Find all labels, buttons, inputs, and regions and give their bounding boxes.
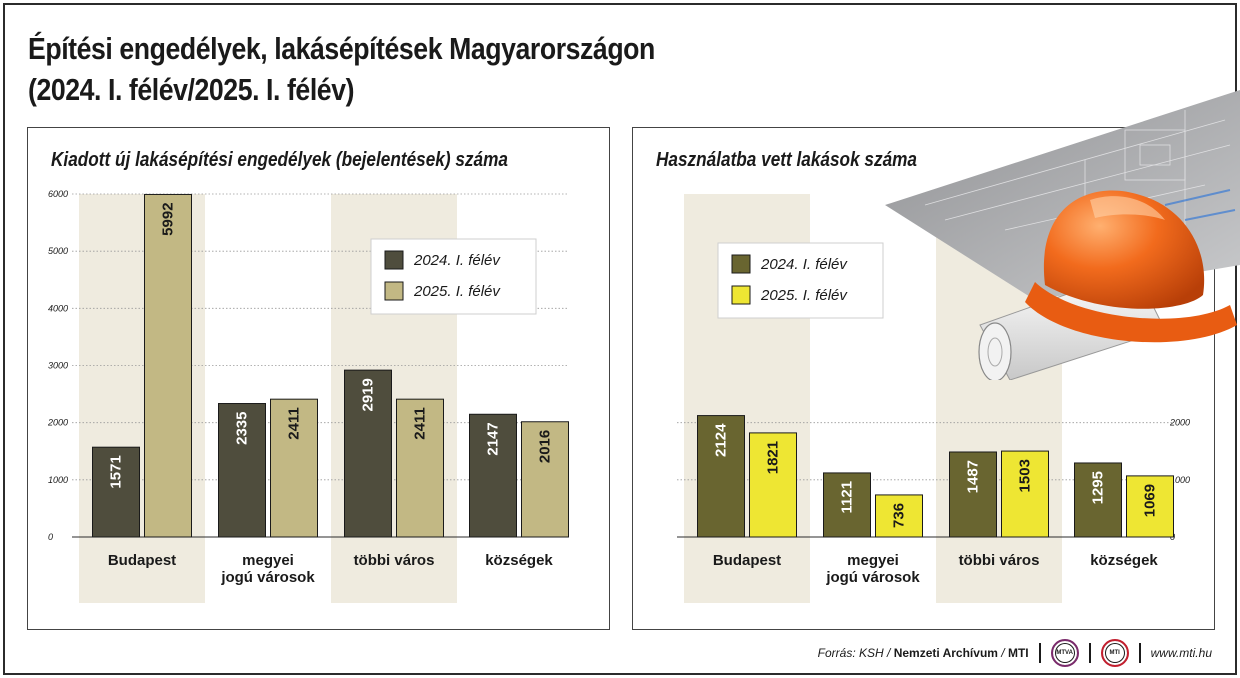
bar [396, 398, 444, 538]
y-tick-label: 3000 [48, 361, 68, 371]
hard-hat-icon [1025, 190, 1237, 343]
legend-label: 2025. I. félév [413, 283, 501, 300]
bar [218, 403, 266, 538]
frame [3, 3, 1237, 675]
bar [1001, 450, 1049, 538]
data-label: 2335 [234, 412, 251, 445]
legend: 2024. I. félév 2025. I. félév [717, 242, 884, 319]
data-label: 1821 [765, 441, 782, 474]
legend: 2024. I. félév 2025. I. félév [370, 238, 537, 315]
bar [521, 421, 569, 538]
bar [875, 494, 923, 538]
y-tick-label: 5000 [48, 246, 68, 256]
permits-panel: 0 1000 2000 3000 4000 5000 6000 1571 2335 2919 214… [27, 127, 610, 630]
category-label: megyei jogú városok [825, 552, 920, 586]
y-tick-label: 1000 [1170, 475, 1190, 485]
category-label: megyei jogú városok [220, 552, 315, 586]
bar [469, 413, 517, 538]
bar [92, 446, 140, 538]
data-label: 1571 [108, 455, 125, 488]
bar [1074, 462, 1122, 538]
data-label: 2411 [412, 407, 429, 440]
bar [1126, 475, 1174, 538]
bar [823, 472, 871, 538]
legend-label: 2024. I. félév [413, 252, 501, 269]
completions-chart: 0100020002124112114871295182173615031069… [677, 194, 1190, 603]
category-label: községek [485, 552, 553, 569]
category-label: Budapest [108, 552, 176, 569]
bar [949, 451, 997, 538]
y-tick-label: 2000 [47, 418, 68, 428]
y-tick-label: 4000 [48, 303, 68, 313]
data-label: 1121 [839, 481, 856, 514]
y-tick-label: 1000 [48, 475, 68, 485]
mtva-logo: MTVA [1050, 639, 1079, 667]
footer-url[interactable]: www.mti.hu [1150, 646, 1212, 660]
footer: Forrás: KSH / Nemzeti Archívum / MTI MTV… [818, 639, 1212, 667]
title-line-1: Építési engedélyek, lakásépítések Magyar… [28, 31, 655, 66]
category-label: többi város [959, 552, 1040, 569]
footer-divider [1088, 643, 1091, 663]
category-label: községek [1090, 552, 1158, 569]
category-label: Budapest [713, 552, 781, 569]
permits-chart: 0 1000 2000 3000 4000 5000 6000 1571 2335 2919 214… [47, 189, 569, 603]
data-label: 736 [891, 503, 908, 528]
legend-label: 2024. I. félév [760, 256, 848, 273]
completions-chart-title: Használatba vett lakások száma [656, 149, 918, 171]
legend-swatch [384, 250, 404, 270]
category-label: többi város [354, 552, 435, 569]
data-label: 2124 [713, 423, 730, 457]
construction-illustration [885, 90, 1240, 380]
bar [270, 398, 318, 538]
data-label: 2016 [537, 430, 554, 463]
y-tick-label: 6000 [48, 189, 68, 199]
legend-box [370, 238, 537, 315]
data-label: 1295 [1090, 471, 1107, 504]
legend-swatch [384, 281, 404, 301]
legend-box [717, 242, 884, 319]
page-title: Építési engedélyek, lakásépítések Magyar… [28, 28, 655, 110]
permits-chart-title: Kiadott új lakásépítési engedélyek (beje… [51, 149, 508, 171]
bar [344, 369, 392, 538]
footer-divider [1038, 643, 1041, 663]
data-label: 5992 [160, 202, 177, 235]
bar [697, 415, 745, 538]
data-label: 1503 [1017, 459, 1034, 492]
source-prefix: Forrás: KSH / [817, 646, 891, 660]
data-label: 1069 [1142, 484, 1159, 517]
legend-swatch [731, 285, 751, 305]
source-archive: Nemzeti Archívum [893, 646, 998, 660]
footer-divider [1138, 643, 1141, 663]
bar [749, 432, 797, 538]
source-text: Forrás: KSH / Nemzeti Archívum / MTI [818, 646, 1029, 660]
data-label: 2919 [360, 378, 377, 411]
data-label: 2411 [286, 407, 303, 440]
y-tick-label: 0 [48, 532, 53, 542]
data-label: 1487 [965, 460, 982, 493]
y-tick-label: 2000 [1169, 418, 1190, 428]
legend-label: 2025. I. félév [760, 287, 848, 304]
source-separator: / [1001, 646, 1005, 660]
data-label: 2147 [485, 422, 502, 455]
mti-logo: MTI [1100, 639, 1129, 667]
bar [144, 193, 192, 538]
legend-swatch [731, 254, 751, 274]
title-line-2: (2024. I. félév/2025. I. félév) [28, 72, 355, 107]
source-mti: MTI [1007, 646, 1029, 660]
